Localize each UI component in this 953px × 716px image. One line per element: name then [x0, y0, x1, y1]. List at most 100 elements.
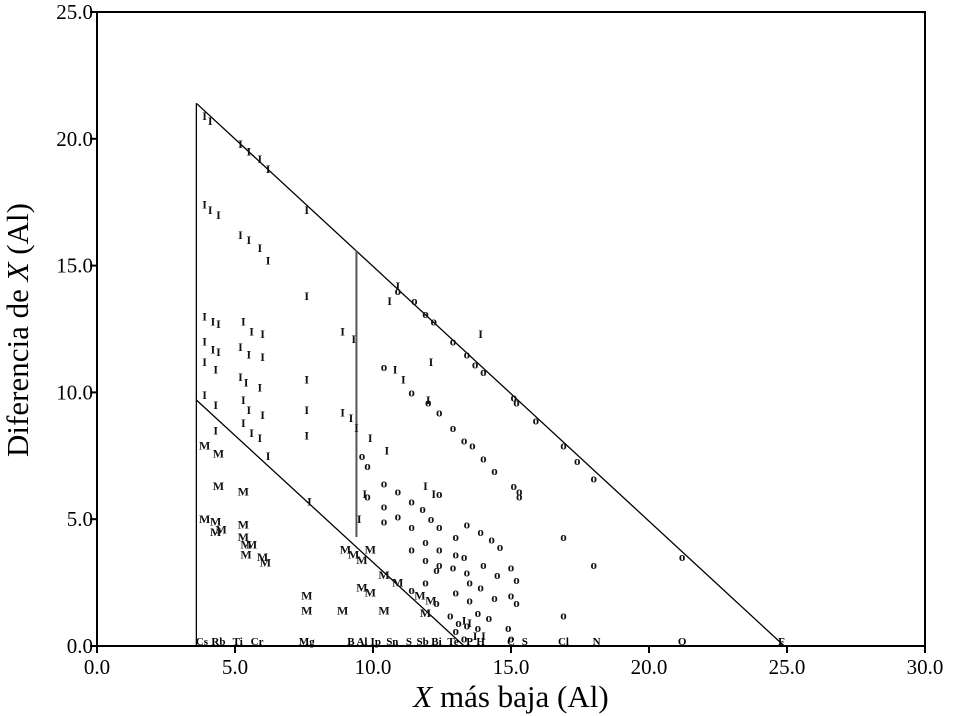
- marker-o: o: [436, 542, 443, 557]
- element-label: O: [678, 636, 687, 648]
- marker-i: I: [246, 144, 251, 158]
- marker-i: I: [266, 162, 271, 176]
- marker-o: o: [477, 580, 484, 595]
- marker-i: I: [216, 345, 221, 359]
- marker-o: o: [433, 562, 440, 577]
- marker-o: o: [461, 433, 468, 448]
- marker-i: I: [216, 317, 221, 331]
- marker-i: I: [213, 423, 218, 437]
- marker-o: o: [381, 476, 388, 491]
- x-axis-title: X más baja (Al): [411, 679, 608, 714]
- marker-i: I: [211, 342, 216, 356]
- marker-o: o: [511, 478, 518, 493]
- marker-o: o: [364, 458, 371, 473]
- marker-o: o: [453, 529, 460, 544]
- marker-o: o: [461, 630, 468, 645]
- marker-o: o: [466, 592, 473, 607]
- element-label: H: [476, 636, 485, 648]
- marker-o: o: [511, 389, 518, 404]
- marker-i: I: [238, 137, 243, 151]
- marker-o: o: [436, 519, 443, 534]
- marker-i: I: [462, 614, 467, 628]
- marker-i: I: [238, 370, 243, 384]
- marker-m: M: [199, 439, 210, 453]
- marker-o: o: [395, 283, 402, 298]
- marker-o: o: [472, 357, 479, 372]
- marker-i: I: [260, 350, 265, 364]
- marker-m: M: [301, 588, 312, 602]
- element-label: Cl: [558, 636, 569, 648]
- marker-m: M: [240, 548, 251, 562]
- marker-i: I: [426, 393, 431, 407]
- marker-i: I: [241, 416, 246, 430]
- element-label: C: [507, 636, 515, 648]
- marker-m: M: [420, 606, 431, 620]
- marker-i: I: [258, 152, 263, 166]
- marker-o: o: [453, 623, 460, 638]
- marker-i: I: [429, 355, 434, 369]
- marker-i: I: [238, 340, 243, 354]
- marker-i: I: [258, 380, 263, 394]
- marker-i: I: [244, 375, 249, 389]
- marker-m: M: [238, 484, 249, 498]
- marker-o: o: [477, 524, 484, 539]
- element-label: F: [778, 636, 785, 648]
- marker-o: o: [513, 395, 520, 410]
- marker-m: M: [260, 555, 271, 569]
- marker-m: M: [356, 553, 367, 567]
- element-label: Sn: [386, 636, 398, 648]
- marker-m: M: [378, 568, 389, 582]
- element-label: Te: [447, 636, 458, 648]
- marker-o: o: [480, 557, 487, 572]
- marker-o: o: [408, 493, 415, 508]
- marker-m: M: [238, 530, 249, 544]
- marker-o: o: [469, 438, 476, 453]
- marker-i: I: [258, 431, 263, 445]
- marker-o: o: [408, 519, 415, 534]
- marker-i: I: [384, 444, 389, 458]
- x-tick-label: 10.0: [355, 655, 392, 679]
- marker-o: o: [560, 438, 567, 453]
- marker-o: o: [422, 534, 429, 549]
- marker-i: I: [266, 254, 271, 268]
- marker-m: M: [199, 512, 210, 526]
- marker-o: o: [464, 564, 471, 579]
- marker-o: o: [505, 620, 512, 635]
- element-label: N: [593, 636, 601, 648]
- marker-i: I: [213, 398, 218, 412]
- marker-m: M: [378, 603, 389, 617]
- marker-o: o: [508, 587, 515, 602]
- marker-i: I: [304, 203, 309, 217]
- x-tick-label: 30.0: [907, 655, 944, 679]
- marker-i: I: [202, 109, 207, 123]
- element-label: S: [522, 636, 528, 648]
- marker-o: o: [491, 463, 498, 478]
- marker-o: o: [464, 516, 471, 531]
- marker-i: I: [304, 289, 309, 303]
- marker-i: I: [304, 373, 309, 387]
- marker-o: o: [408, 582, 415, 597]
- marker-i: I: [208, 114, 213, 128]
- marker-o: o: [381, 359, 388, 374]
- element-label: Ti: [233, 636, 243, 648]
- boundary-line: [195, 399, 465, 647]
- marker-i: I: [258, 241, 263, 255]
- marker-i: I: [216, 208, 221, 222]
- marker-o: o: [497, 539, 504, 554]
- marker-i: I: [202, 198, 207, 212]
- marker-m: M: [240, 538, 251, 552]
- marker-o: o: [422, 552, 429, 567]
- marker-i: I: [238, 228, 243, 242]
- marker-o: o: [364, 488, 371, 503]
- marker-i: I: [202, 309, 207, 323]
- marker-m: M: [213, 479, 224, 493]
- marker-i: I: [266, 449, 271, 463]
- marker-i: I: [357, 512, 362, 526]
- marker-m: M: [301, 603, 312, 617]
- marker-m: M: [425, 593, 436, 607]
- marker-i: I: [349, 411, 354, 425]
- marker-o: o: [381, 499, 388, 514]
- marker-i: I: [387, 294, 392, 308]
- marker-o: o: [447, 608, 454, 623]
- marker-i: I: [304, 429, 309, 443]
